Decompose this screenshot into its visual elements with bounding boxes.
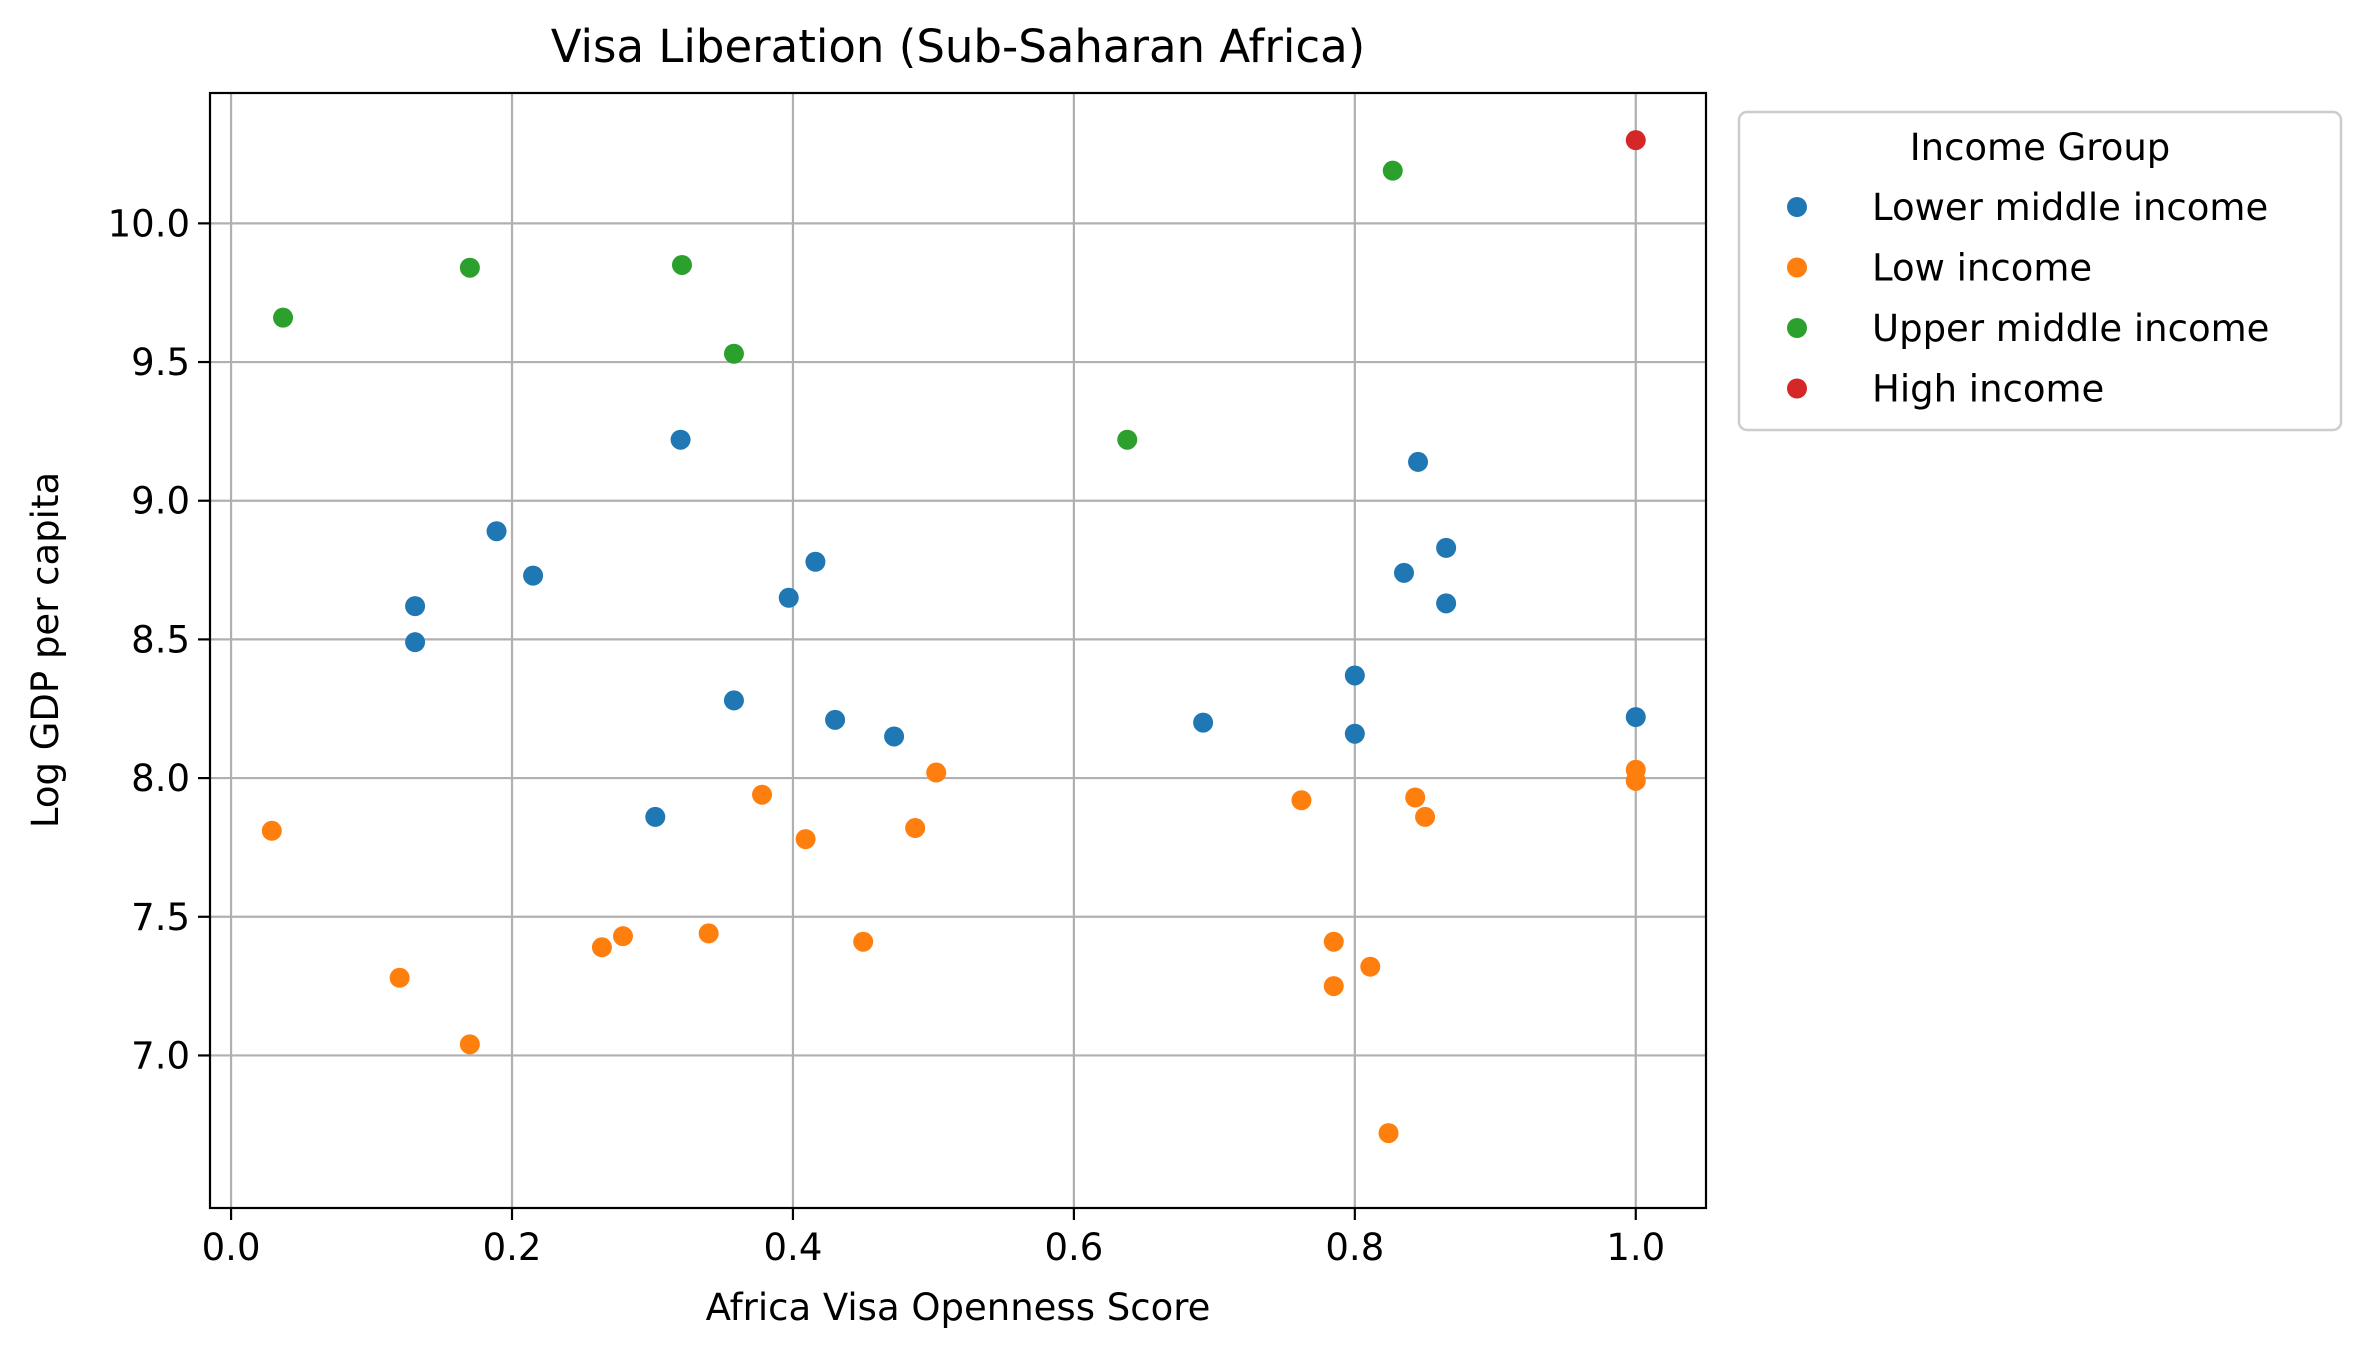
data-point-low-income — [1323, 976, 1344, 997]
data-point-lower-middle-income — [670, 429, 691, 450]
data-point-lower-middle-income — [645, 806, 666, 827]
x-tick-label: 0.8 — [1325, 1226, 1384, 1269]
x-tick-label: 0.2 — [483, 1226, 542, 1269]
data-point-low-income — [752, 784, 773, 805]
data-point-upper-middle-income — [671, 254, 692, 275]
data-point-lower-middle-income — [1408, 451, 1429, 472]
data-point-low-income — [1378, 1123, 1399, 1144]
data-point-lower-middle-income — [1193, 712, 1214, 733]
x-tick-label: 0.4 — [764, 1226, 823, 1269]
legend-marker-upper-middle-income — [1787, 318, 1807, 338]
data-point-low-income — [261, 820, 282, 841]
chart-title: Visa Liberation (Sub-Saharan Africa) — [551, 20, 1366, 73]
data-point-lower-middle-income — [1344, 665, 1365, 686]
y-tick-label: 9.0 — [131, 480, 190, 523]
data-point-low-income — [459, 1034, 480, 1055]
data-point-lower-middle-income — [1393, 562, 1414, 583]
data-point-low-income — [591, 937, 612, 958]
data-point-upper-middle-income — [459, 257, 480, 278]
y-tick-label: 9.5 — [131, 341, 190, 384]
legend-label-high-income: High income — [1872, 368, 2104, 411]
data-point-lower-middle-income — [825, 709, 846, 730]
legend-label-upper-middle-income: Upper middle income — [1872, 307, 2269, 350]
data-point-lower-middle-income — [1436, 537, 1457, 558]
data-point-low-income — [905, 818, 926, 839]
data-point-lower-middle-income — [405, 596, 426, 617]
legend: Income Group Lower middle income Low inco… — [1737, 110, 2343, 432]
y-tick-label: 8.0 — [131, 757, 190, 800]
data-point-lower-middle-income — [805, 551, 826, 572]
legend-entries: Lower middle income Low income Upper middl… — [1787, 186, 2269, 411]
data-point-upper-middle-income — [723, 343, 744, 364]
data-point-low-income — [1625, 770, 1646, 791]
data-point-lower-middle-income — [778, 587, 799, 608]
x-axis-ticks: 0.0 0.2 0.4 0.6 0.8 1.0 — [202, 1208, 1665, 1269]
data-point-lower-middle-income — [884, 726, 905, 747]
data-point-lower-middle-income — [405, 632, 426, 653]
data-point-low-income — [853, 931, 874, 952]
y-tick-label: 10.0 — [108, 202, 190, 245]
y-tick-label: 8.5 — [131, 618, 190, 661]
data-point-lower-middle-income — [1625, 707, 1646, 728]
data-point-low-income — [926, 762, 947, 783]
plot-area — [208, 91, 1708, 1210]
legend-title: Income Group — [1910, 126, 2171, 169]
data-point-low-income — [1360, 956, 1381, 977]
data-point-lower-middle-income — [523, 565, 544, 586]
data-point-lower-middle-income — [1344, 723, 1365, 744]
data-point-upper-middle-income — [273, 307, 294, 328]
legend-marker-high-income — [1787, 378, 1807, 399]
y-tick-label: 7.5 — [131, 896, 190, 939]
data-point-low-income — [1323, 931, 1344, 952]
data-point-low-income — [1291, 790, 1312, 811]
data-point-low-income — [795, 829, 816, 850]
x-tick-label: 0.6 — [1044, 1226, 1103, 1269]
legend-label-lower-middle-income: Lower middle income — [1872, 186, 2268, 229]
data-point-high-income — [1625, 130, 1646, 151]
data-point-lower-middle-income — [1436, 593, 1457, 614]
data-point-low-income — [1415, 806, 1436, 827]
data-point-low-income — [1405, 787, 1426, 808]
y-axis-ticks: 7.0 7.5 8.0 8.5 9.0 9.5 10.0 — [108, 202, 210, 1077]
data-points — [261, 130, 1646, 1144]
data-point-low-income — [389, 967, 410, 988]
legend-label-low-income: Low income — [1872, 247, 2092, 290]
data-point-lower-middle-income — [723, 690, 744, 711]
data-point-upper-middle-income — [1117, 429, 1138, 450]
y-tick-label: 7.0 — [131, 1034, 190, 1077]
grid-lines — [210, 93, 1706, 1208]
x-tick-label: 0.0 — [202, 1226, 261, 1269]
data-point-upper-middle-income — [1382, 160, 1403, 181]
y-axis-label: Log GDP per capita — [24, 472, 67, 828]
data-point-low-income — [612, 926, 633, 947]
legend-marker-low-income — [1787, 257, 1807, 278]
legend-marker-lower-middle-income — [1787, 197, 1807, 217]
legend-box — [1737, 110, 2343, 432]
x-axis-label: Africa Visa Openness Score — [706, 1286, 1211, 1329]
data-point-lower-middle-income — [486, 521, 507, 542]
data-point-low-income — [698, 923, 719, 944]
x-tick-label: 1.0 — [1606, 1226, 1665, 1269]
